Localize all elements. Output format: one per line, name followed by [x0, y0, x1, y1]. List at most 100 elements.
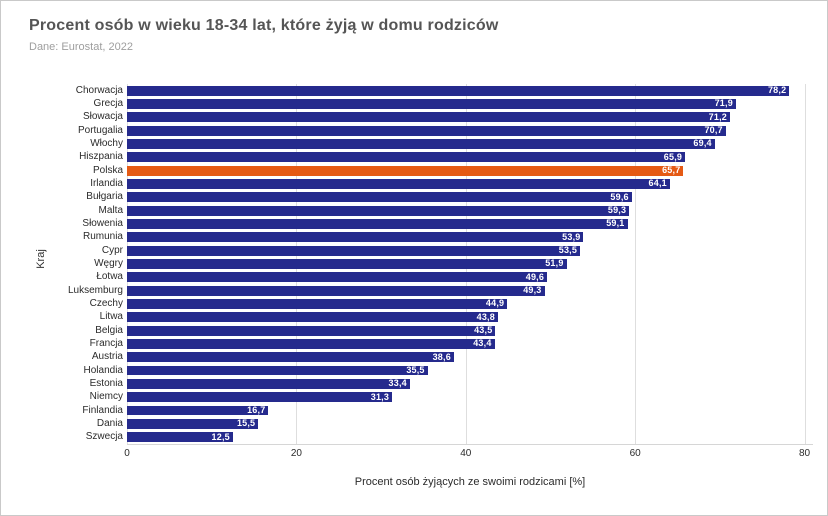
bar-row: 12,5 [127, 431, 813, 444]
bar-value-label: 71,2 [708, 111, 727, 122]
bar: 69,4 [127, 139, 715, 149]
bar-value-label: 64,1 [648, 178, 667, 189]
bar-row: 15,5 [127, 417, 813, 430]
bar-row: 51,9 [127, 257, 813, 270]
country-label: Niemcy [89, 391, 123, 403]
country-label: Luksemburg [67, 284, 123, 296]
bar-row: 59,3 [127, 204, 813, 217]
bar-row: 49,6 [127, 271, 813, 284]
bar: 64,1 [127, 179, 670, 189]
bar: 43,5 [127, 325, 496, 336]
country-label: Portugalia [77, 124, 123, 136]
country-label: Francja [89, 337, 123, 349]
bar: 44,9 [127, 298, 508, 309]
plot-area: 78,2 71,9 71,2 70,7 69,4 65,9 65,7 64,1 59,6 59,3… [127, 84, 813, 445]
bar-value-label: 49,6 [525, 271, 545, 282]
bar-row: 31,3 [127, 391, 813, 404]
bar-row: 59,6 [127, 191, 813, 204]
x-tick-label: 60 [629, 448, 641, 459]
bar: 59,6 [127, 191, 632, 203]
bar-value-label: 16,7 [247, 405, 266, 416]
country-label: Słowacja [82, 111, 123, 123]
country-label: Belgia [95, 324, 123, 336]
bar-value-label: 43,8 [476, 311, 495, 322]
bar-row: 43,8 [127, 311, 813, 324]
country-label: Węgry [94, 257, 123, 269]
bar-value-label: 70,7 [704, 125, 723, 136]
bar: 59,3 [127, 205, 630, 216]
bar-row: 71,9 [127, 97, 813, 110]
bar-value-label: 43,5 [474, 325, 493, 336]
bar-row: 53,9 [127, 231, 813, 244]
country-label: Czechy [89, 297, 123, 309]
country-label: Estonia [89, 377, 123, 389]
bar-value-label: 43,4 [473, 338, 492, 349]
bar: 78,2 [127, 85, 790, 96]
x-axis-ticks: 0 20 40 60 80 [124, 448, 813, 462]
bar-row: 44,9 [127, 297, 813, 310]
country-label: Bułgaria [86, 191, 123, 203]
bar-value-label: 59,6 [610, 191, 629, 202]
x-tick-label: 80 [798, 448, 811, 459]
bar-value-label: 53,5 [558, 245, 578, 256]
bar-row: 71,2 [127, 111, 813, 124]
country-label: Polska [92, 164, 123, 176]
bar-row: 69,4 [127, 137, 813, 150]
bar: 49,6 [127, 271, 548, 283]
bar: 38,6 [127, 351, 454, 363]
bar: 59,1 [127, 219, 628, 229]
gridline [804, 84, 806, 444]
bar-row: 65,7 [127, 164, 813, 177]
bar-row: 16,7 [127, 404, 813, 417]
bar-value-label: 59,3 [607, 205, 627, 216]
bar-row: 65,9 [127, 151, 813, 164]
bar: 12,5 [127, 432, 233, 443]
bar: 51,9 [127, 259, 567, 269]
bar-row: 43,5 [127, 324, 813, 337]
gridline [635, 84, 637, 444]
bar-value-label: 65,7 [662, 165, 681, 176]
bar: 53,5 [127, 245, 581, 256]
bar-value-label: 44,9 [485, 298, 505, 309]
country-label: Chorwacja [75, 84, 123, 96]
country-label: Litwa [99, 311, 123, 323]
bar-value-label: 15,5 [236, 418, 256, 429]
bar: 35,5 [127, 366, 428, 376]
country-label: Grecja [93, 97, 123, 109]
bar-row: 78,2 [127, 84, 813, 97]
country-label: Finlandia [82, 404, 123, 416]
bar: 33,4 [127, 379, 410, 389]
country-label: Austria [91, 351, 123, 363]
bar-row: 59,1 [127, 217, 813, 230]
country-label: Holandia [83, 364, 123, 376]
bar-highlighted-polska: 65,7 [127, 165, 684, 176]
bar-row: 64,1 [127, 177, 813, 190]
bar: 71,9 [127, 99, 736, 109]
bar: 49,3 [127, 286, 545, 296]
country-label: Szwecja [85, 431, 123, 443]
country-labels-column: Chorwacja Grecja Słowacja Portugalia Włochy H… [29, 84, 123, 444]
bar-value-label: 71,9 [714, 98, 733, 109]
bar-value-label: 78,2 [767, 85, 787, 96]
chart-subtitle: Dane: Eurostat, 2022 [29, 41, 133, 53]
bar-row: 49,3 [127, 284, 813, 297]
country-label: Słowenia [82, 217, 123, 229]
country-label: Włochy [90, 137, 123, 149]
bar-value-label: 35,5 [406, 365, 425, 376]
x-tick-label: 40 [460, 448, 472, 459]
bar-row: 70,7 [127, 124, 813, 137]
country-label: Łotwa [96, 271, 123, 283]
bar: 65,9 [127, 152, 686, 163]
x-tick-label: 0 [124, 448, 130, 459]
country-label: Dania [96, 417, 123, 429]
bar-value-label: 38,6 [432, 351, 451, 362]
bar-value-label: 49,3 [523, 285, 542, 296]
bar: 71,2 [127, 111, 730, 123]
bar-row: 43,4 [127, 337, 813, 350]
country-label: Rumunia [82, 231, 123, 243]
bar: 43,4 [127, 339, 495, 349]
bar-row: 33,4 [127, 377, 813, 390]
x-axis-label: Procent osób żyjących ze swoimi rodzicam… [354, 476, 586, 488]
bars-layer: 78,2 71,9 71,2 70,7 69,4 65,9 65,7 64,1 59,6 59,3… [127, 84, 813, 444]
